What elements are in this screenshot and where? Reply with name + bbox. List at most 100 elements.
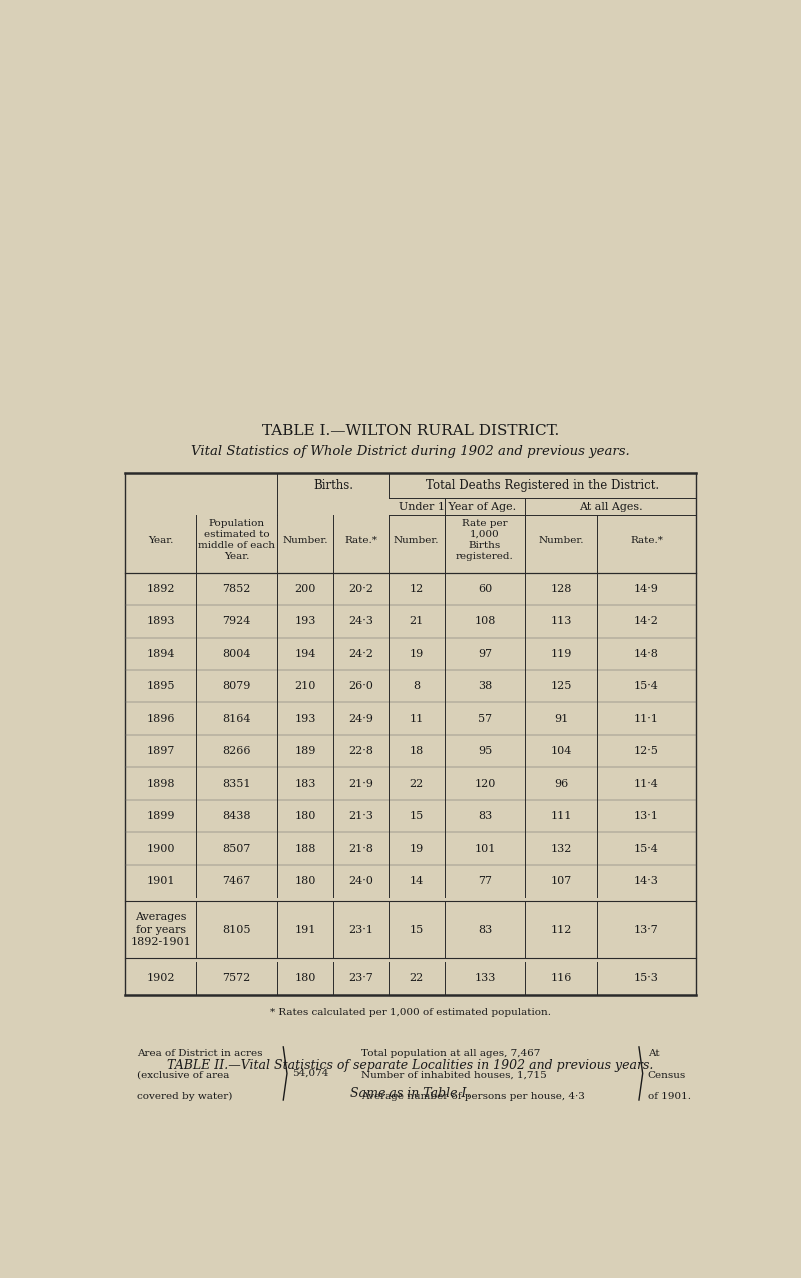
Text: 57: 57 [478,713,492,723]
Text: 193: 193 [294,616,316,626]
Text: 83: 83 [478,812,492,822]
Text: 21: 21 [409,616,424,626]
Text: Total population at all ages, 7,467: Total population at all ages, 7,467 [360,1049,540,1058]
Text: 191: 191 [294,925,316,934]
Text: 13·7: 13·7 [634,925,658,934]
Text: Total Deaths Registered in the District.: Total Deaths Registered in the District. [426,479,659,492]
Text: 14·8: 14·8 [634,649,659,658]
Text: 14·2: 14·2 [634,616,659,626]
Text: 15·4: 15·4 [634,681,659,691]
Text: 11·1: 11·1 [634,713,659,723]
Text: Averages
for years
1892-1901: Averages for years 1892-1901 [131,912,191,947]
Text: 113: 113 [550,616,572,626]
Text: 7572: 7572 [223,974,251,984]
Text: Vital Statistics of Whole District during 1902 and previous years.: Vital Statistics of Whole District durin… [191,445,630,458]
Text: 96: 96 [554,778,568,789]
Text: 14·3: 14·3 [634,877,659,886]
Text: 180: 180 [294,812,316,822]
Text: 14: 14 [409,877,424,886]
Text: 21·3: 21·3 [348,812,373,822]
Text: Year.: Year. [148,535,173,544]
Text: 24·9: 24·9 [348,713,373,723]
Text: 132: 132 [550,843,572,854]
Text: 188: 188 [294,843,316,854]
Text: 22·8: 22·8 [348,746,373,757]
Text: 77: 77 [478,877,492,886]
Text: 7924: 7924 [223,616,251,626]
Text: 8351: 8351 [223,778,251,789]
Text: 1902: 1902 [147,974,175,984]
Text: Rate.*: Rate.* [630,535,663,544]
Text: 180: 180 [294,974,316,984]
Text: 1896: 1896 [147,713,175,723]
Text: 26·0: 26·0 [348,681,373,691]
Text: 104: 104 [550,746,572,757]
Text: 1897: 1897 [147,746,175,757]
Text: Number.: Number. [394,535,440,544]
Text: 1895: 1895 [147,681,175,691]
Text: 111: 111 [550,812,572,822]
Text: 116: 116 [550,974,572,984]
Text: 8079: 8079 [223,681,251,691]
Text: 1899: 1899 [147,812,175,822]
Text: At: At [648,1049,659,1058]
Text: 23·1: 23·1 [348,925,373,934]
Text: 23·7: 23·7 [348,974,373,984]
Text: 22: 22 [409,778,424,789]
Text: (exclusive of area: (exclusive of area [138,1071,230,1080]
Text: 183: 183 [294,778,316,789]
Text: 8105: 8105 [223,925,251,934]
Text: 83: 83 [478,925,492,934]
Text: Census: Census [648,1071,686,1080]
Text: 21·8: 21·8 [348,843,373,854]
Text: 125: 125 [550,681,572,691]
Text: 14·9: 14·9 [634,584,659,594]
Text: 200: 200 [294,584,316,594]
Text: 8438: 8438 [223,812,251,822]
Text: covered by water): covered by water) [138,1093,233,1102]
Text: 12·5: 12·5 [634,746,659,757]
Text: Number.: Number. [538,535,584,544]
Text: 8004: 8004 [223,649,251,658]
Text: 1901: 1901 [147,877,175,886]
Text: 21·9: 21·9 [348,778,373,789]
Text: 13·1: 13·1 [634,812,659,822]
Text: of 1901.: of 1901. [648,1093,690,1102]
Text: 180: 180 [294,877,316,886]
Text: 38: 38 [478,681,492,691]
Text: 133: 133 [474,974,496,984]
Text: At all Ages.: At all Ages. [579,502,642,511]
Text: 101: 101 [474,843,496,854]
Text: Number of inhabited houses, 1,715: Number of inhabited houses, 1,715 [360,1071,546,1080]
Text: Births.: Births. [313,479,353,492]
Text: 1893: 1893 [147,616,175,626]
Text: TABLE II.—Vital Statistics of separate Localities in 1902 and previous years.: TABLE II.—Vital Statistics of separate L… [167,1059,654,1072]
Text: Rate.*: Rate.* [344,535,377,544]
Text: 210: 210 [294,681,316,691]
Text: 24·0: 24·0 [348,877,373,886]
Text: 8: 8 [413,681,421,691]
Text: 11: 11 [409,713,424,723]
Text: Population
estimated to
middle of each
Year.: Population estimated to middle of each Y… [198,519,276,561]
Text: 1900: 1900 [147,843,175,854]
Text: 108: 108 [474,616,496,626]
Text: Number.: Number. [282,535,328,544]
Text: 12: 12 [409,584,424,594]
Text: 24·2: 24·2 [348,649,373,658]
Text: Same as in Table I.: Same as in Table I. [350,1086,471,1099]
Text: 15: 15 [409,925,424,934]
Text: 119: 119 [550,649,572,658]
Text: 193: 193 [294,713,316,723]
Text: 189: 189 [294,746,316,757]
Text: 97: 97 [478,649,492,658]
Text: 95: 95 [478,746,492,757]
Text: Area of District in acres: Area of District in acres [138,1049,263,1058]
Text: 22: 22 [409,974,424,984]
Text: Average number of persons per house, 4·3: Average number of persons per house, 4·3 [360,1093,585,1102]
Text: 54,074: 54,074 [292,1068,328,1077]
Text: TABLE I.—WILTON RURAL DISTRICT.: TABLE I.—WILTON RURAL DISTRICT. [262,424,559,438]
Text: 7852: 7852 [223,584,251,594]
Text: Under 1 Year of Age.: Under 1 Year of Age. [399,502,516,511]
Text: 8266: 8266 [223,746,251,757]
Text: 20·2: 20·2 [348,584,373,594]
